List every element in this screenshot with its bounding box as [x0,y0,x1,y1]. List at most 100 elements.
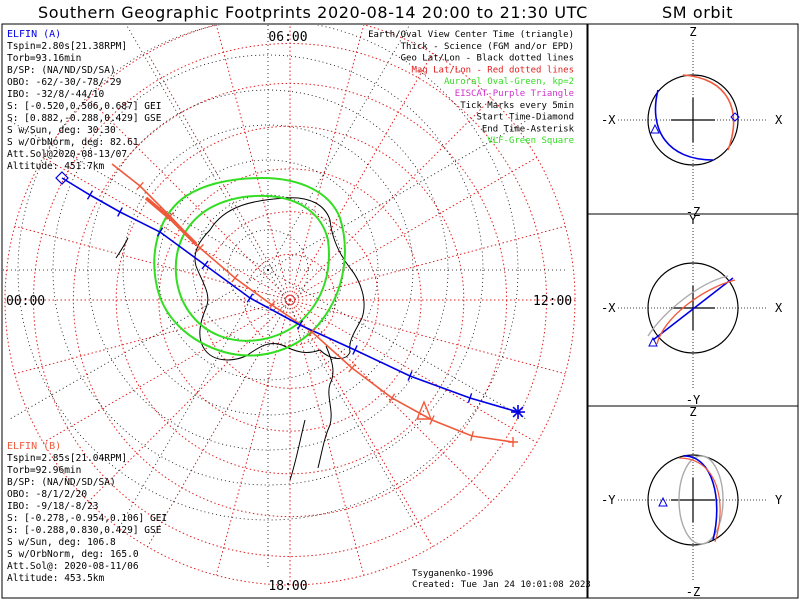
sm-panel-1: Z -Z -X X [601,25,783,219]
elfin-b-tick [470,431,474,441]
elfin-b-tick [388,393,396,403]
mag-lon-line [289,98,492,301]
mag-lon-line [14,299,291,375]
sm-elfin-a-diamond [730,112,740,122]
legend-item: Auroral Oval-Green, kp=2 [444,77,574,87]
elfin-b-tick [308,327,316,337]
elfin-a-info-line: S w/OrbNorm, deg: 82.61 [7,137,139,148]
sm-earth-circle [647,262,739,354]
elfin-a-tick [467,393,473,403]
satellite-tracks [55,163,525,447]
sm-label-left: -X [601,113,616,127]
elfin-b-info-line: Att.Sol@: 2020-08-11/06 [7,561,139,572]
elfin-b-tick [348,363,356,373]
mag-lon-line [147,52,291,301]
sm-panel-2: Y -Y -X X [601,213,783,407]
mlt-label-right: 12:00 [533,294,572,309]
sm-elfin-a-triangle [648,336,658,347]
legend-item: Start Time-Diamond [476,113,574,123]
elfin-a-tick [117,207,123,217]
mag-lon-line [289,299,492,502]
sm-elfin-a-triangle [658,496,668,507]
sm-label-right: Y [775,493,783,507]
elfin-a-tick [407,371,413,381]
elfin-b-science-segment [144,196,198,246]
polar-map: 06:00 00:00 12:00 18:00 [3,25,576,594]
elfin-a-info-line: S: [-0.520,0.506,0.687] GEI [7,101,161,112]
elfin-a-tick [86,190,94,200]
mag-lon-line [289,299,538,443]
mag-lon-line [289,52,433,301]
mag-lon-line [42,157,291,301]
mag-lon-line [42,299,291,443]
elfin-b-tick [165,211,175,221]
elfin-a-info-line: Tspin=2.80s[21.38RPM] [7,41,127,52]
peninsula-coast [325,345,334,426]
geo-lat-circle [17,25,519,521]
geo-lon-line [117,269,269,530]
sm-backside-orbit [678,455,724,545]
mag-lon-line [289,157,538,301]
sm-elfin-a-orbit [652,277,734,341]
page-title: Southern Geographic Footprints 2020-08-1… [38,3,588,22]
elfin-a-end-asterisk [512,406,524,418]
mlt-label-top: 06:00 [268,30,307,45]
south-america-coast [289,419,331,481]
elfin-a-info-line: OBO: -62/-30/-78/-29 [7,77,122,88]
geo-lat-circle [52,54,484,486]
legend-item: Geo Lat/Lon - Black dotted lines [401,54,574,64]
sm-elfin-a-orbit [682,455,718,541]
elfin-b-info-line: OBO: -8/1/2/20 [7,489,87,500]
mag-latlon-grid [4,25,576,586]
elfin-b-info-line: S: [-0.278,-0.954,0.106] GEI [7,513,167,524]
sm-label-bottom: -Z [686,205,700,219]
sm-label-right: X [775,301,783,315]
geo-lon-line [126,25,269,271]
legend: Earth/Oval View Center Time (triangle) Th… [368,30,574,146]
geo-lon-line [267,269,528,421]
africa-tip [115,237,129,259]
sm-elfin-b-orbit [656,279,736,345]
mag-lon-line [215,25,291,301]
elfin-a-tick [201,260,209,270]
sm-elfin-b-orbit [682,74,735,151]
elfin-a-tick [156,227,164,237]
elfin-b-tick [429,415,435,425]
legend-item: Thick - Science (FGM and/or EPD) [401,42,574,52]
elfin-b-name: ELFIN (B) [7,441,61,452]
elfin-b-info-line: S: [-0.288,0.830,0.429] GSE [7,525,162,536]
mlt-label-left: 00:00 [6,294,45,309]
elfin-b-center-triangle [415,400,433,420]
geo-lat-circle [157,159,379,381]
legend-item: EISCAT-Purple Triangle [455,89,574,99]
sm-elfin-b-orbit [678,457,721,543]
legend-item: End Time-Asterisk [482,124,575,134]
sm-label-bottom: -Z [686,585,700,599]
mag-lat-circle [243,253,337,347]
sm-label-left: -Y [601,493,616,507]
mag-lon-line [289,225,566,301]
elfin-b-info-line: Tspin=2.85s[21.04RPM] [7,453,127,464]
mag-lon-line [289,299,433,548]
elfin-b-info-line: Torb=92.96min [7,465,81,476]
sm-label-top: Z [689,25,696,39]
elfin-a-info-line: Torb=93.16min [7,53,81,64]
auroral-oval-inner [174,194,330,342]
sm-label-right: X [775,113,783,127]
elfin-a-tick [246,293,254,303]
elfin-b-info-line: S w/Sun, deg: 106.8 [7,537,116,548]
elfin-a-tick [297,320,303,330]
elfin-b-tick [231,273,239,283]
sm-orbit-title: SM orbit [662,3,734,22]
sm-orbit-panels: Z -Z -X X Y -Y -X X Z -Z -Y Y [601,25,783,599]
mag-lon-line [289,25,365,301]
elfin-a-info-line: Att.Sol@2020-08-13/07 [7,149,127,160]
elfin-a-info-line: S: [0.882,-0.288,0.429] GSE [7,113,162,124]
elfin-b-info-line: B/SP: (NA/ND/SD/SA) [7,477,116,488]
elfin-b-end-asterisk [508,437,518,447]
sm-label-top: Y [689,213,697,227]
mlt-label-bottom: 18:00 [268,579,307,594]
sm-panel-3: Z -Z -Y Y [601,405,783,599]
mag-lon-line [289,299,566,375]
